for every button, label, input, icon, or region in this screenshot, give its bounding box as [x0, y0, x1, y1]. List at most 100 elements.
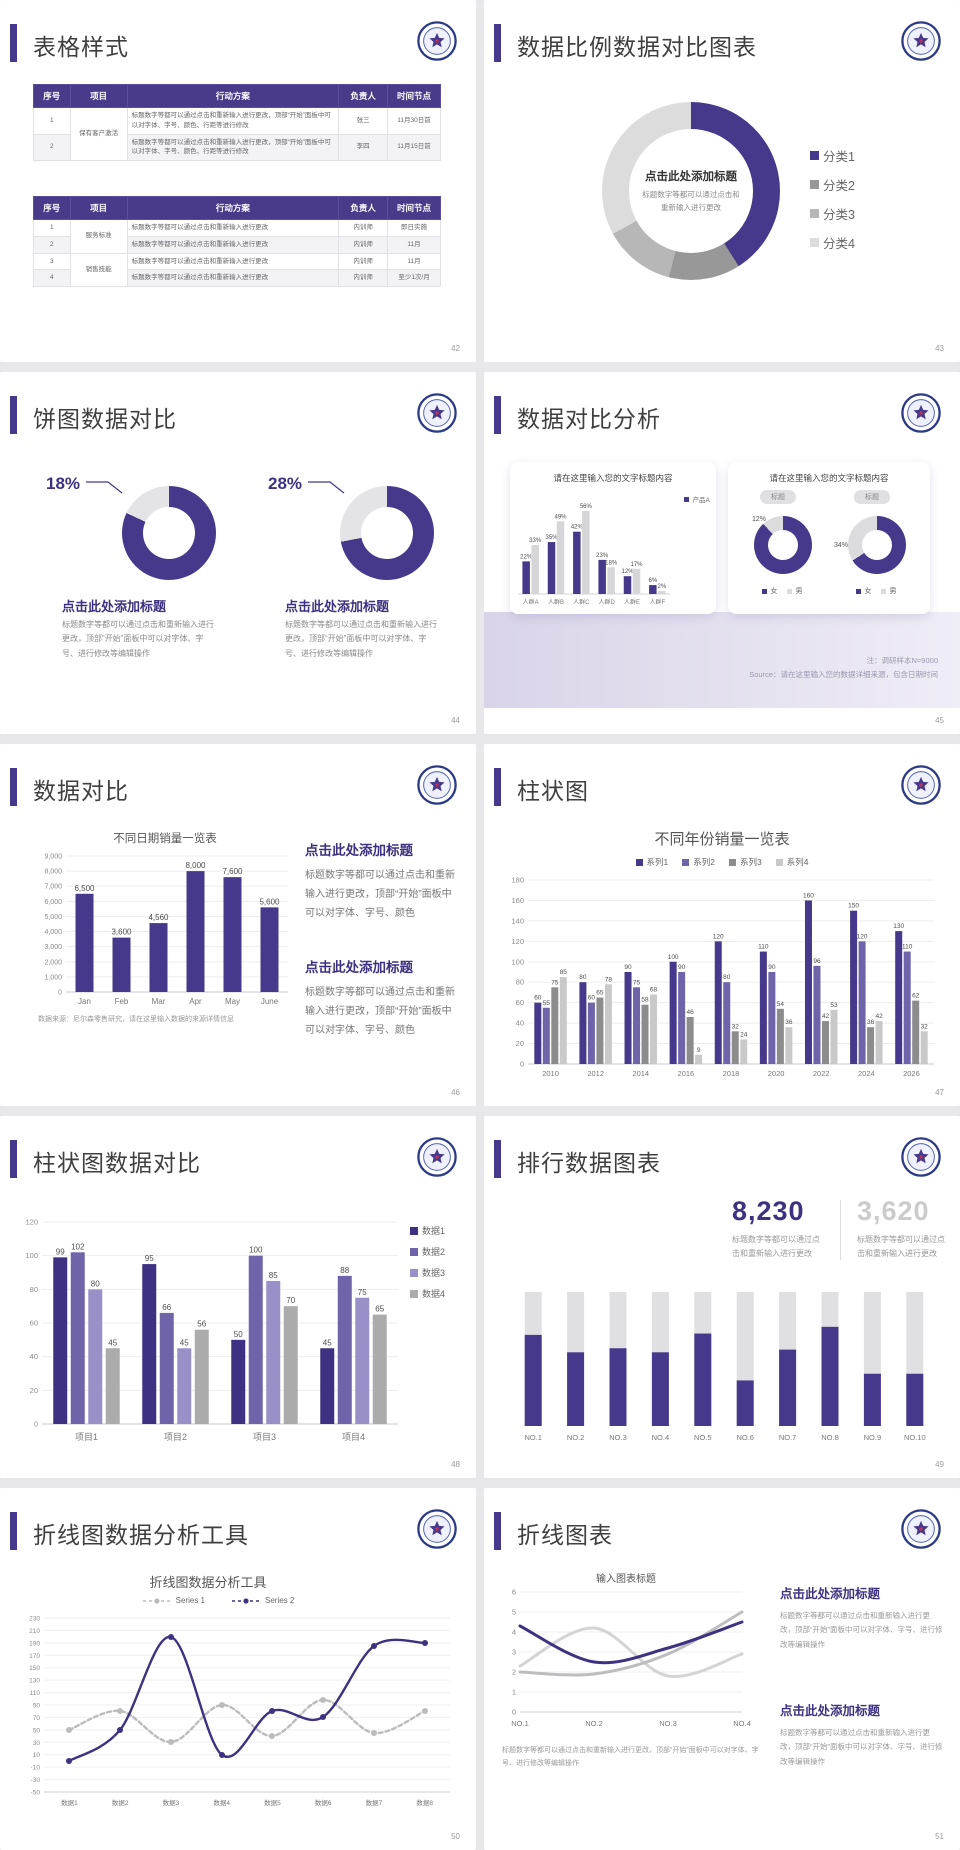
slide-header: 数据比例数据对比图表: [484, 20, 960, 68]
chart-label: 60: [534, 995, 542, 1002]
legend: 系列1 系列2 系列3 系列4: [484, 856, 960, 868]
slide-42-table-style[interactable]: 表格样式 序号 项目 行动方案 负责人 时间节点 1 保有客户激活 标题数字等都可以通过点击和…: [0, 0, 476, 362]
table-cell: 标题数字等都可以通过点击和重新输入进行更改，顶部“开始”面板中可以对字体、字号、…: [126, 133, 340, 161]
legend-swatch: [682, 858, 690, 866]
slide-49-ranking-chart[interactable]: 排行数据图表 8,230 标题数字等都可以通过点击和重新输入进行更改 3,620…: [484, 1116, 960, 1478]
chart-label: 20: [30, 1386, 38, 1395]
legend-label: 分类3: [823, 208, 855, 222]
block-title: 点击此处添加标题: [780, 1587, 881, 1601]
slide-51-line-chart[interactable]: 折线图表 输入图表标题 0 1 2 3 4 5 6 NO.1 NO.2 NO.3 NO.4 标题数字…: [484, 1488, 960, 1850]
note-sample: 注：调研样本N=9000: [866, 656, 938, 665]
bar: [768, 972, 776, 1064]
data-point: [422, 1640, 428, 1646]
bar: [875, 1021, 883, 1064]
slide-header: 数据对比: [0, 764, 476, 812]
bar-fill: [524, 1334, 542, 1426]
chart-title: 不同日期销量一览表: [113, 833, 217, 845]
accent-bar: [494, 1512, 501, 1550]
slide-44-pie-compare[interactable]: 饼图数据对比 18% 点击此处添加标题 标题数字等都可以通过点击和重新输入进行更…: [0, 372, 476, 734]
legend-item: 系列2: [682, 856, 715, 868]
bar: [821, 1021, 829, 1064]
table-cell: 1: [33, 107, 71, 135]
table-header-cell: 序号: [33, 84, 71, 108]
table-cell: 即日实施: [387, 219, 441, 237]
block-title: 点击此处添加标题: [285, 599, 390, 614]
data-point: [371, 1730, 377, 1736]
bar: [547, 542, 556, 594]
table-cell: 1: [33, 219, 71, 237]
chart-label: 100: [668, 954, 679, 961]
chart-label: 60: [588, 995, 596, 1002]
chart-label: 75: [551, 979, 559, 986]
legend-item: 系列3: [729, 856, 762, 868]
bar-fill: [609, 1348, 627, 1426]
chart-label: 6%: [648, 578, 657, 584]
page-number: 47: [935, 1088, 944, 1097]
bar: [177, 1348, 192, 1424]
bar: [624, 972, 632, 1064]
callout-line: [86, 481, 123, 494]
chart-label: 65: [596, 990, 604, 997]
legend-item: 女: [855, 586, 872, 596]
chart-label: 75: [358, 1288, 367, 1297]
legend-label: 分类1: [823, 150, 855, 164]
table-cell: 内训师: [338, 252, 389, 271]
chart-label: 项目3: [253, 1432, 276, 1442]
percent-label: 28%: [268, 474, 303, 493]
legend: Series 1 Series 2: [0, 1596, 436, 1605]
slide-48-column-compare[interactable]: 柱状图数据对比 0 20 40 60 80 100 120 99 95 50 45 102 66 100 8…: [0, 1116, 476, 1478]
legend-label: 分类4: [823, 237, 855, 251]
accent-bar: [494, 768, 501, 806]
line-series: [67, 1635, 427, 1763]
accent-bar: [10, 24, 17, 62]
data-point: [168, 1739, 174, 1745]
slide-47-column-chart[interactable]: 柱状图 不同年份销量一览表 系列1 系列2 系列3 系列4 0 20 40 60 80 100 1…: [484, 744, 960, 1106]
bar: [740, 1039, 748, 1064]
bar: [731, 1031, 739, 1064]
table-header-cell: 时间节点: [387, 196, 441, 220]
callout-line: [308, 481, 345, 494]
block-title: 点击此处添加标题: [305, 843, 413, 858]
chart-label: 项目2: [164, 1432, 187, 1442]
chart-label: 40: [30, 1352, 38, 1361]
chart-label: 85: [560, 969, 568, 976]
bar: [695, 1054, 703, 1064]
accent-bar: [494, 24, 501, 62]
chart-label: 120: [25, 1218, 38, 1227]
table-header-cell: 行动方案: [126, 84, 340, 108]
bar: [579, 982, 587, 1064]
bar: [105, 1348, 120, 1424]
key-number: 3,620: [857, 1196, 930, 1226]
chart-label: 4: [512, 1628, 516, 1637]
slide-50-line-analysis[interactable]: 折线图数据分析工具 折线图数据分析工具 Series 1 Series 2 -50…: [0, 1488, 476, 1850]
bar: [714, 941, 722, 1064]
donut-hole: [768, 530, 798, 560]
bar: [850, 910, 858, 1064]
table-cell: 内训师: [338, 269, 389, 287]
chart-label: NO.2: [585, 1719, 603, 1728]
chart-label: 190: [29, 1640, 40, 1647]
chart-label: 20: [516, 1039, 524, 1048]
chart-label: 10: [33, 1752, 41, 1759]
accent-bar: [494, 1140, 501, 1178]
chart-label: 100: [25, 1251, 38, 1260]
legend-item: 分类2: [810, 175, 855, 194]
card-title: 请在这里输入您的文字标题内容: [553, 473, 673, 483]
badge: 标题: [760, 490, 796, 504]
chart-label: 120: [713, 933, 724, 940]
chart-label: 45: [323, 1338, 332, 1347]
data-point: [320, 1697, 326, 1703]
legend-item: 数据3: [410, 1266, 445, 1279]
bar: [658, 591, 666, 594]
slide-43-donut-compare[interactable]: 数据比例数据对比图表 点击此处添加标题 标题数字等都可以通过点击和重新输入进行更…: [484, 0, 960, 362]
school-logo-icon: [900, 20, 942, 62]
slide-45-data-analysis[interactable]: 数据对比分析 请在这里输入您的文字标题内容 22% 35% 42% 23% 12% 6% 3…: [484, 372, 960, 734]
bar: [604, 984, 612, 1064]
bar-fill: [821, 1326, 839, 1426]
chart-label: 数据5: [264, 1798, 281, 1807]
school-logo-icon: [416, 764, 458, 806]
chart-label: 2024: [858, 1069, 875, 1078]
chart-label: 9,000: [44, 854, 62, 861]
slide-46-data-compare[interactable]: 数据对比 不同日期销量一览表 0 1,000 2,000 3,000 4,000 5,00…: [0, 744, 476, 1106]
text-block-1: 点击此处添加标题 标题数字等都可以通过点击和重新输入进行更改，顶部“开始”面板中…: [305, 839, 457, 923]
